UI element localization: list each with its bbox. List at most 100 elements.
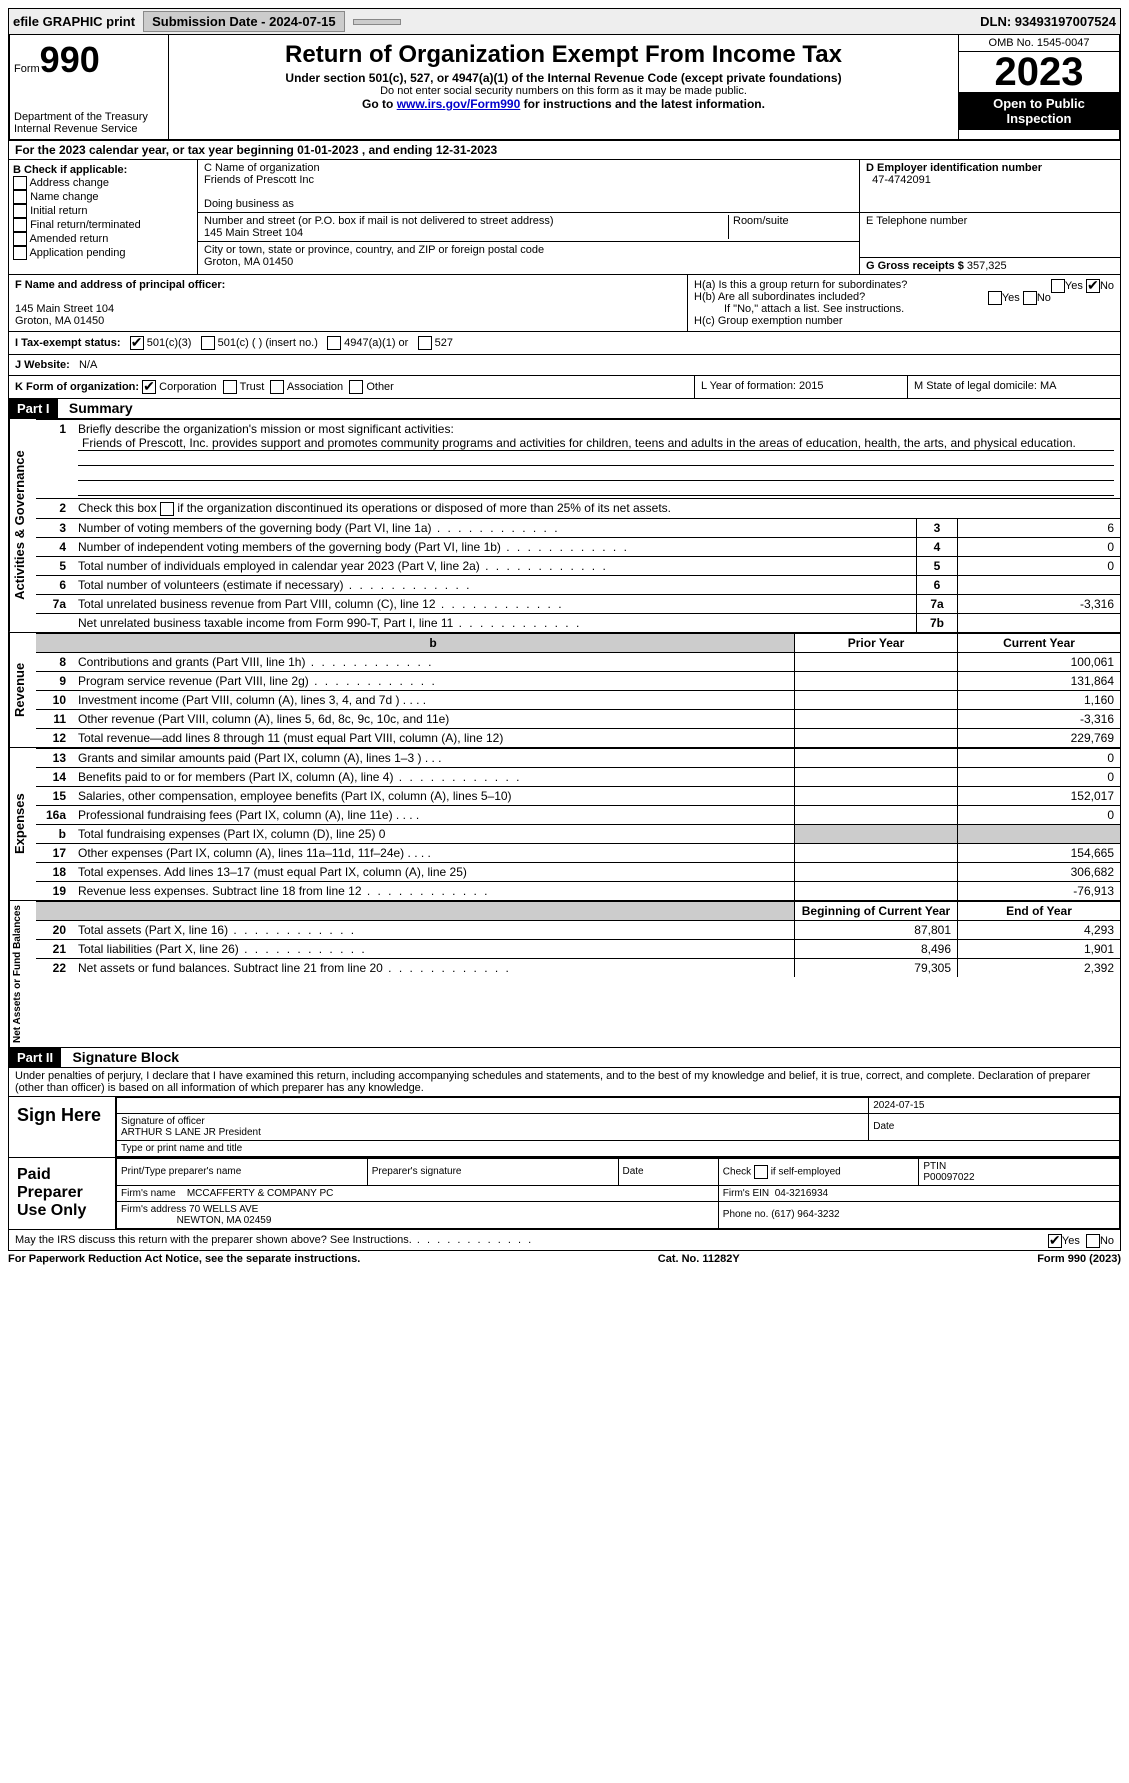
l6: Total number of volunteers (estimate if … — [78, 578, 471, 592]
self-emp-cb[interactable] — [754, 1165, 768, 1179]
e14p — [795, 767, 958, 786]
dln-label: DLN: 93493197007524 — [980, 14, 1116, 29]
i-cb1[interactable] — [130, 336, 144, 350]
netassets-table: Beginning of Current YearEnd of Year 20T… — [36, 901, 1120, 977]
e16ac: 0 — [958, 805, 1121, 824]
summary-table: 1 Briefly describe the organization's mi… — [36, 419, 1120, 632]
k-cb4[interactable] — [349, 380, 363, 394]
submission-button[interactable]: Submission Date - 2024-07-15 — [143, 11, 345, 32]
e16ap — [795, 805, 958, 824]
preparer-lbl: Paid Preparer Use Only — [9, 1158, 116, 1229]
checkbox-initial[interactable] — [13, 204, 27, 218]
r9c: 131,864 — [958, 671, 1121, 690]
hb-yes-cb[interactable] — [988, 291, 1002, 305]
org-name: Friends of Prescott Inc — [204, 174, 314, 186]
e15: Salaries, other compensation, employee b… — [78, 789, 512, 803]
r8c: 100,061 — [958, 652, 1121, 671]
sign-here-lbl: Sign Here — [9, 1097, 116, 1157]
checkbox-amended[interactable] — [13, 232, 27, 246]
firm-phone: (617) 964-3232 — [771, 1209, 839, 1220]
p-c1: Print/Type preparer's name — [117, 1158, 368, 1185]
v5: 0 — [958, 556, 1121, 575]
k-o1: Corporation — [159, 381, 216, 393]
dba-lbl: Doing business as — [204, 198, 294, 210]
expenses-table: 13Grants and similar amounts paid (Part … — [36, 748, 1120, 900]
mission-text: Friends of Prescott, Inc. provides suppo… — [78, 436, 1114, 451]
checkbox-name-change[interactable] — [13, 190, 27, 204]
k-cb2[interactable] — [223, 380, 237, 394]
ha-lbl: H(a) Is this a group return for subordin… — [694, 279, 907, 291]
i-cb3[interactable] — [327, 336, 341, 350]
type-name-lbl: Type or print name and title — [117, 1140, 1120, 1156]
l3: Number of voting members of the governin… — [78, 521, 560, 535]
e19p — [795, 881, 958, 900]
discuss-row: May the IRS discuss this return with the… — [8, 1230, 1121, 1251]
checkbox-pending[interactable] — [13, 246, 27, 260]
addr-lbl: Firm's address — [121, 1204, 186, 1215]
n21: Total liabilities (Part X, line 26) — [78, 942, 367, 956]
penalty-text: Under penalties of perjury, I declare th… — [8, 1068, 1121, 1097]
firm-name: MCCAFFERTY & COMPANY PC — [187, 1188, 334, 1199]
ha-yes: Yes — [1065, 280, 1083, 292]
l5: Total number of individuals employed in … — [78, 559, 608, 573]
i-cb4[interactable] — [418, 336, 432, 350]
i-o3: 4947(a)(1) or — [344, 337, 408, 349]
r12p — [795, 728, 958, 747]
ha-no-cb[interactable] — [1086, 279, 1100, 293]
part2-header: Part II Signature Block — [8, 1048, 1121, 1068]
i-cb2[interactable] — [201, 336, 215, 350]
header-grid: B Check if applicable: Address change Na… — [8, 160, 1121, 275]
checkbox-final[interactable] — [13, 218, 27, 232]
firm-addr1: 70 WELLS AVE — [189, 1204, 258, 1215]
l2-cb[interactable] — [160, 502, 174, 516]
j-row: J Website: N/A — [8, 355, 1121, 376]
e14c: 0 — [958, 767, 1121, 786]
v4: 0 — [958, 537, 1121, 556]
k-o4: Other — [366, 381, 394, 393]
checkbox-address-change[interactable] — [13, 176, 27, 190]
officer-addr1: 145 Main Street 104 — [15, 303, 114, 315]
line-a: For the 2023 calendar year, or tax year … — [8, 141, 1121, 160]
d-lbl: D Employer identification number — [866, 162, 1042, 174]
v7a: -3,316 — [958, 594, 1121, 613]
form-subtitle: Under section 501(c), 527, or 4947(a)(1)… — [177, 71, 950, 85]
side-activities: Activities & Governance — [9, 419, 36, 632]
k-o3: Association — [287, 381, 343, 393]
opt-amended: Amended return — [29, 233, 108, 245]
c-name-lbl: C Name of organization — [204, 162, 320, 174]
n21p: 8,496 — [795, 939, 958, 958]
k-cb3[interactable] — [270, 380, 284, 394]
mission-blank2 — [78, 466, 1114, 481]
e16b: Total fundraising expenses (Part IX, col… — [78, 827, 385, 841]
discuss-no-cb[interactable] — [1086, 1234, 1100, 1248]
e18p — [795, 862, 958, 881]
hb-no-cb[interactable] — [1023, 291, 1037, 305]
box-f: F Name and address of principal officer:… — [9, 275, 688, 331]
side-expenses: Expenses — [9, 748, 36, 900]
k-cb1[interactable] — [142, 380, 156, 394]
ha-yes-cb[interactable] — [1051, 279, 1065, 293]
r8: Contributions and grants (Part VIII, lin… — [78, 655, 433, 669]
form-header: Form990 Department of the Treasury Inter… — [8, 35, 1121, 141]
form-word: Form — [14, 63, 40, 75]
irs-link[interactable]: www.irs.gov/Form990 — [397, 97, 521, 111]
hb-yes: Yes — [1002, 292, 1020, 304]
box-h: H(a) Is this a group return for subordin… — [688, 275, 1120, 331]
l7b: Net unrelated business taxable income fr… — [78, 616, 581, 630]
e19: Revenue less expenses. Subtract line 18 … — [78, 884, 490, 898]
box-b-label: B Check if applicable: — [13, 164, 127, 176]
discuss-yes-cb[interactable] — [1048, 1234, 1062, 1248]
sign-block: Sign Here 2024-07-15 Signature of office… — [8, 1097, 1121, 1158]
blank-button[interactable] — [353, 19, 401, 25]
r10p — [795, 690, 958, 709]
na-beg: Beginning of Current Year — [795, 901, 958, 920]
l7a: Total unrelated business revenue from Pa… — [78, 597, 564, 611]
e16bc — [958, 824, 1121, 843]
e13p — [795, 748, 958, 767]
e14: Benefits paid to or for members (Part IX… — [78, 770, 521, 784]
part1-title: Summary — [61, 398, 141, 418]
hc-lbl: H(c) Group exemption number — [694, 315, 1114, 327]
firm-lbl: Firm's name — [121, 1188, 176, 1199]
netassets-block: Net Assets or Fund Balances Beginning of… — [8, 901, 1121, 1048]
form-title: Return of Organization Exempt From Incom… — [177, 41, 950, 69]
